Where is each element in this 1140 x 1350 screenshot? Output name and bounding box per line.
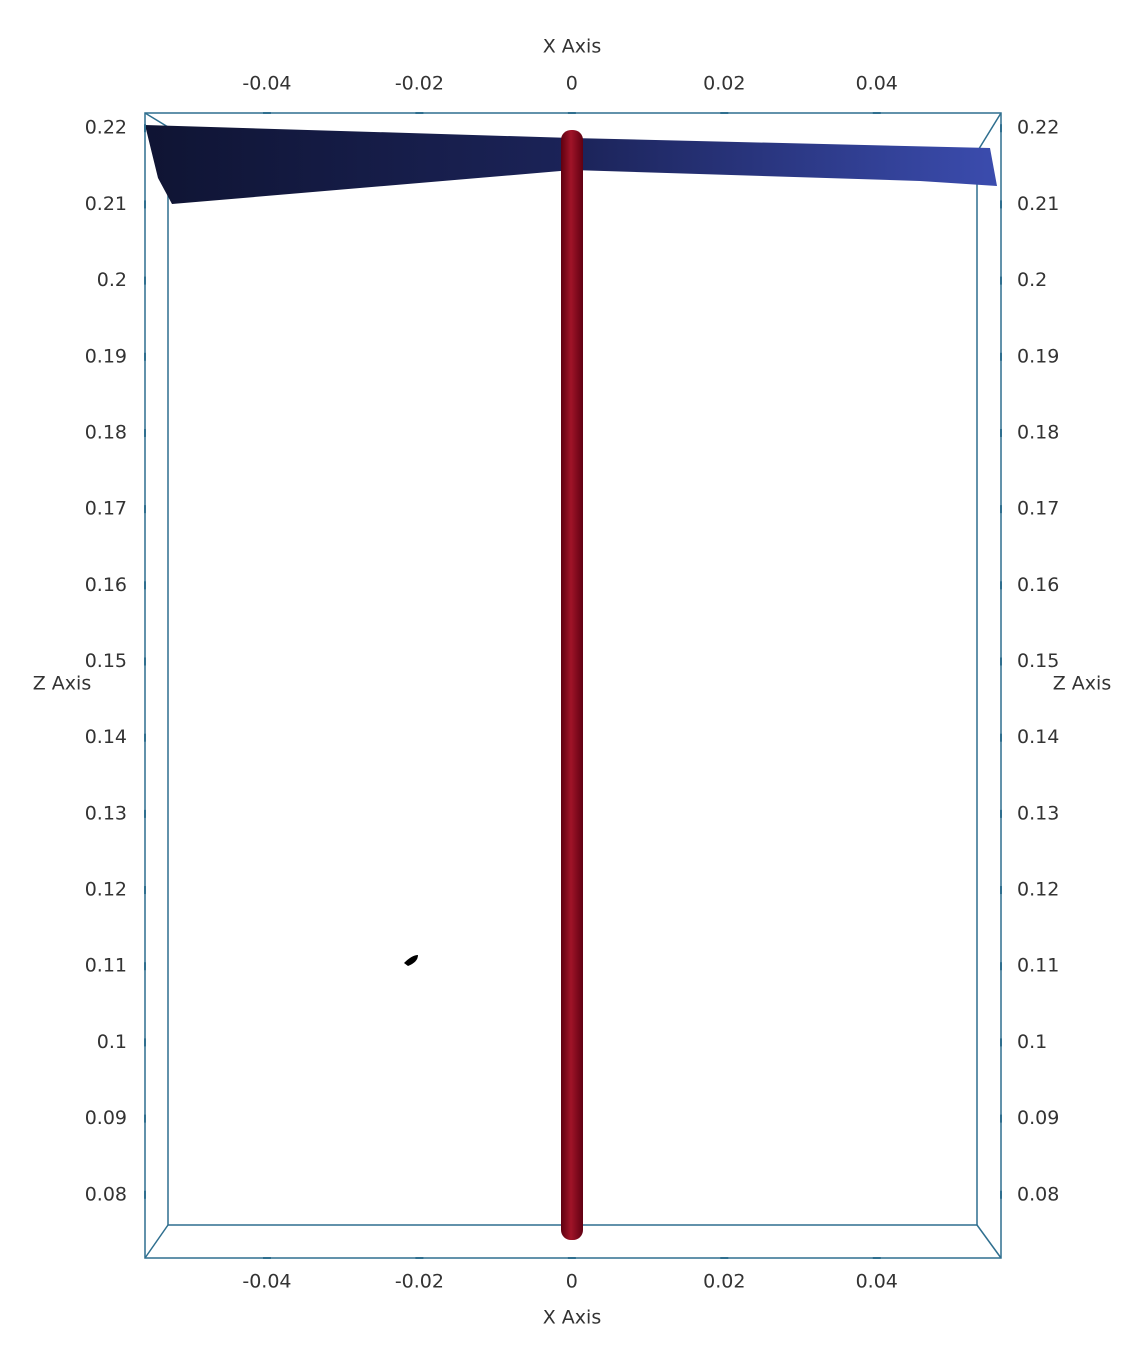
y-tick-label-left: 0.11 [85, 955, 127, 977]
y-tick-label-right: 0.09 [1017, 1107, 1059, 1129]
y-tick-label-right: 0.17 [1017, 498, 1059, 520]
y-tick-label-right: 0.15 [1017, 650, 1059, 672]
y-tick-label-right: 0.11 [1017, 955, 1059, 977]
y-tick-label-right: 0.22 [1017, 117, 1059, 139]
particle [404, 955, 418, 966]
y-tick-label-left: 0.2 [97, 269, 127, 291]
y-tick-label-left: 0.12 [85, 879, 127, 901]
x-tick-label-top: -0.04 [242, 73, 291, 95]
y-tick-label-left: 0.15 [85, 650, 127, 672]
y-tick-label-left: 0.14 [85, 726, 127, 748]
y-tick-label-left: 0.09 [85, 1107, 127, 1129]
x-tick-label-top: 0.04 [856, 73, 898, 95]
frame-edge [144, 112, 169, 128]
x-axis-title-bottom: X Axis [543, 1307, 601, 1329]
y-tick-label-left: 0.16 [85, 574, 127, 596]
rod [561, 130, 583, 1240]
y-tick-label-left: 0.17 [85, 498, 127, 520]
x-tick-label-bottom: -0.02 [395, 1271, 444, 1293]
x-tick-label-top: 0.02 [703, 73, 745, 95]
x-tick-label-bottom: 0.02 [703, 1271, 745, 1293]
y-tick-label-right: 0.21 [1017, 193, 1059, 215]
y-tick-label-right: 0.12 [1017, 879, 1059, 901]
y-tick-label-left: 0.1 [97, 1031, 127, 1053]
y-tick-label-right: 0.18 [1017, 421, 1059, 443]
frame-edge [144, 1224, 169, 1259]
frame-edge [976, 1224, 1002, 1259]
y-tick-label-right: 0.08 [1017, 1183, 1059, 1205]
x-axis-title-top: X Axis [543, 36, 601, 58]
y-tick-label-left: 0.21 [85, 193, 127, 215]
y-tick-label-left: 0.19 [85, 345, 127, 367]
y-tick-label-right: 0.1 [1017, 1031, 1047, 1053]
y-tick-label-right: 0.2 [1017, 269, 1047, 291]
x-tick-label-bottom: 0.04 [856, 1271, 898, 1293]
y-tick-label-left: 0.22 [85, 117, 127, 139]
x-tick-label-top: 0 [566, 73, 578, 95]
y-tick-label-right: 0.13 [1017, 802, 1059, 824]
y-tick-label-left: 0.13 [85, 802, 127, 824]
z-axis-title-left: Z Axis [33, 673, 91, 695]
y-tick-label-left: 0.08 [85, 1183, 127, 1205]
y-tick-label-right: 0.19 [1017, 345, 1059, 367]
x-tick-label-top: -0.02 [395, 73, 444, 95]
x-tick-label-bottom: 0 [566, 1271, 578, 1293]
y-tick-label-right: 0.16 [1017, 574, 1059, 596]
y-tick-label-right: 0.14 [1017, 726, 1059, 748]
frame-edge [976, 112, 1002, 153]
x-tick-label-bottom: -0.04 [242, 1271, 291, 1293]
y-tick-label-left: 0.18 [85, 421, 127, 443]
z-axis-title-right: Z Axis [1053, 673, 1111, 695]
